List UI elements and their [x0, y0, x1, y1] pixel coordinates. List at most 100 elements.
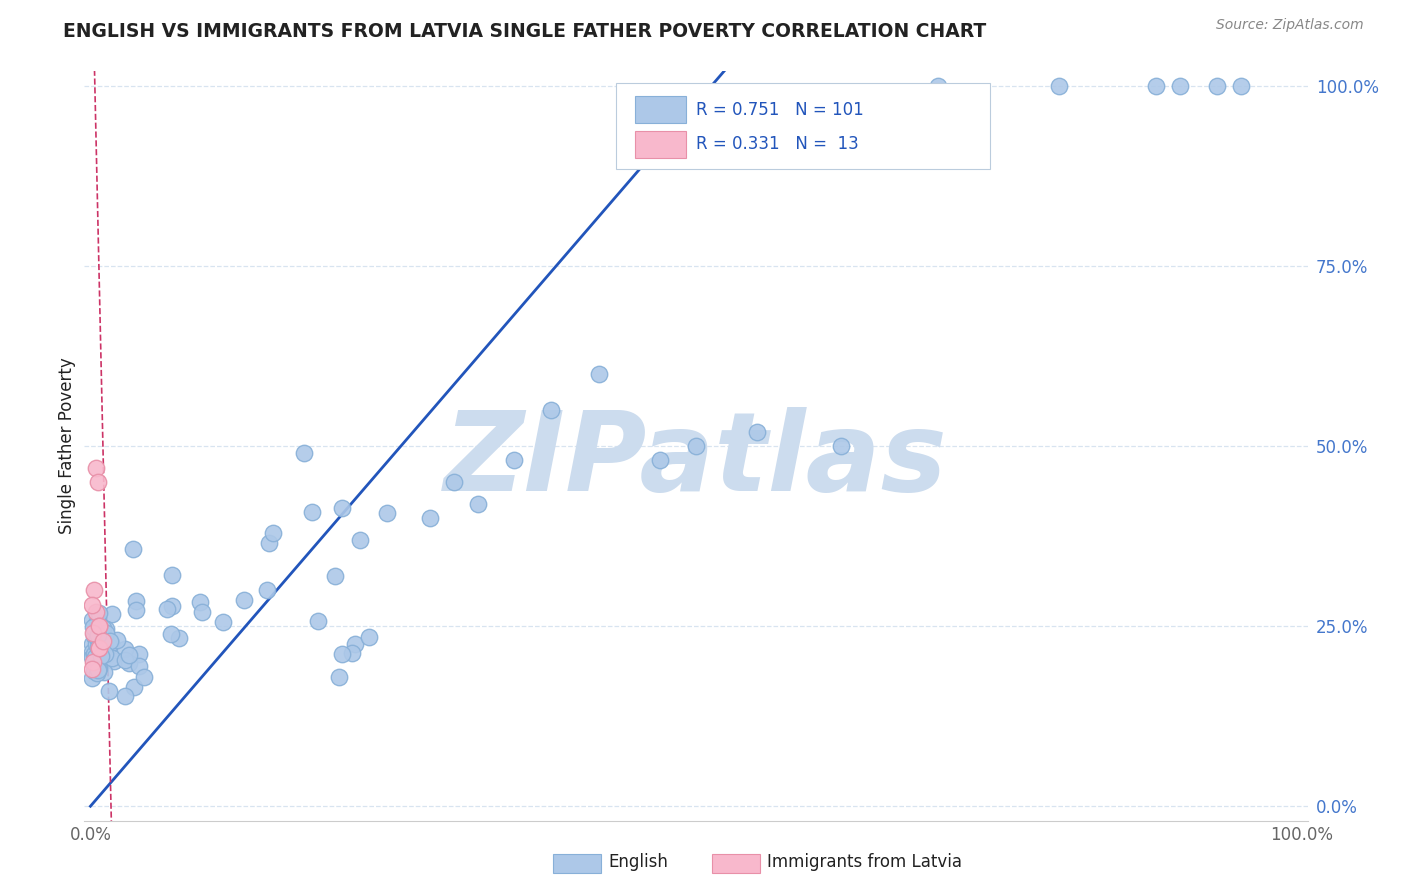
- Point: [91, 633, 114, 648]
- Point: [1144, 78, 1167, 93]
- Point: [257, 536, 280, 550]
- Point: [101, 607, 124, 622]
- Point: [340, 646, 363, 660]
- Point: [212, 615, 235, 629]
- Point: [84, 460, 107, 475]
- Point: [94, 647, 117, 661]
- Point: [83, 629, 105, 643]
- Point: [103, 655, 125, 669]
- Point: [418, 511, 440, 525]
- Point: [98, 640, 121, 654]
- Point: [307, 614, 329, 628]
- FancyBboxPatch shape: [636, 130, 686, 158]
- Point: [122, 541, 145, 556]
- Point: [84, 618, 107, 632]
- Point: [122, 680, 145, 694]
- Text: ZIPatlas: ZIPatlas: [444, 408, 948, 515]
- Point: [301, 505, 323, 519]
- Point: [1047, 78, 1070, 93]
- Point: [82, 662, 104, 676]
- Point: [97, 683, 120, 698]
- Point: [357, 630, 380, 644]
- Point: [100, 650, 122, 665]
- Point: [90, 634, 112, 648]
- Point: [82, 620, 104, 634]
- Point: [89, 606, 111, 620]
- Point: [114, 641, 136, 656]
- Point: [1230, 78, 1253, 93]
- Point: [89, 629, 111, 643]
- Point: [87, 640, 110, 655]
- Point: [87, 628, 110, 642]
- FancyBboxPatch shape: [636, 96, 686, 123]
- Point: [588, 367, 610, 381]
- Point: [262, 525, 284, 540]
- Point: [90, 649, 112, 664]
- Point: [89, 640, 111, 655]
- Point: [94, 626, 117, 640]
- Point: [96, 622, 118, 636]
- Point: [86, 665, 108, 680]
- Point: [1205, 78, 1227, 93]
- FancyBboxPatch shape: [711, 854, 759, 873]
- Point: [1170, 78, 1192, 93]
- Point: [89, 642, 111, 657]
- Point: [125, 603, 148, 617]
- Point: [89, 643, 111, 657]
- Point: [927, 78, 949, 93]
- Point: [90, 638, 112, 652]
- Point: [169, 632, 191, 646]
- Point: [82, 655, 104, 669]
- Point: [84, 649, 107, 664]
- Point: [84, 661, 107, 675]
- Point: [86, 615, 108, 629]
- Point: [132, 670, 155, 684]
- Point: [98, 634, 121, 648]
- Point: [256, 582, 278, 597]
- FancyBboxPatch shape: [616, 83, 990, 169]
- Point: [89, 619, 111, 633]
- Point: [128, 659, 150, 673]
- Point: [86, 475, 108, 489]
- Point: [87, 662, 110, 676]
- Point: [87, 638, 110, 652]
- Point: [467, 497, 489, 511]
- Point: [82, 613, 104, 627]
- Point: [100, 636, 122, 650]
- Point: [93, 665, 115, 679]
- Point: [86, 631, 108, 645]
- Point: [86, 654, 108, 668]
- Point: [685, 439, 707, 453]
- Point: [87, 663, 110, 677]
- Point: [344, 637, 367, 651]
- Point: [114, 690, 136, 704]
- Point: [830, 439, 852, 453]
- Point: [84, 605, 107, 619]
- Point: [443, 475, 465, 489]
- Point: [80, 649, 103, 664]
- Point: [233, 593, 256, 607]
- Point: [82, 598, 104, 612]
- Point: [375, 506, 398, 520]
- Text: ENGLISH VS IMMIGRANTS FROM LATVIA SINGLE FATHER POVERTY CORRELATION CHART: ENGLISH VS IMMIGRANTS FROM LATVIA SINGLE…: [63, 22, 987, 41]
- FancyBboxPatch shape: [553, 854, 600, 873]
- Point: [503, 453, 526, 467]
- Point: [118, 656, 141, 670]
- Point: [84, 637, 107, 651]
- Point: [89, 630, 111, 644]
- Point: [96, 648, 118, 662]
- Text: Source: ZipAtlas.com: Source: ZipAtlas.com: [1216, 18, 1364, 32]
- Point: [160, 568, 183, 582]
- Point: [160, 599, 183, 614]
- Point: [155, 602, 177, 616]
- Text: R = 0.331   N =  13: R = 0.331 N = 13: [696, 135, 859, 153]
- Point: [125, 594, 148, 608]
- Point: [91, 629, 114, 643]
- Point: [87, 640, 110, 654]
- Point: [540, 403, 562, 417]
- Point: [330, 647, 353, 661]
- Point: [349, 533, 371, 547]
- Point: [89, 626, 111, 640]
- Point: [328, 670, 350, 684]
- Point: [80, 645, 103, 659]
